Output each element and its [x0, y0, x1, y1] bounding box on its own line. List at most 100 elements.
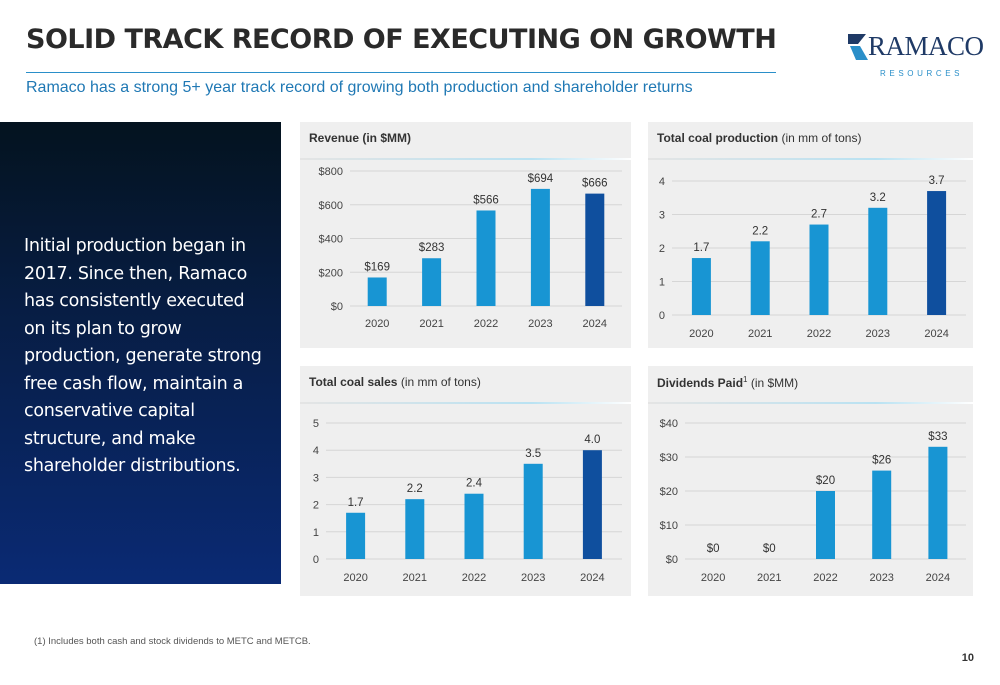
bar-2020: [367, 277, 387, 306]
logo-subtext: RESOURCES: [880, 69, 964, 78]
bar-2022: [464, 493, 484, 559]
data-label: 3.5: [525, 448, 541, 460]
page-title: SOLID TRACK RECORD OF EXECUTING ON GROWT…: [26, 24, 777, 55]
y-tick-label: 1: [659, 277, 665, 289]
data-label: $33: [928, 431, 947, 443]
x-tick-label: 2021: [757, 572, 781, 584]
data-label: $0: [763, 543, 776, 555]
bar-2023: [523, 463, 543, 559]
x-tick-label: 2022: [807, 328, 831, 340]
chart-title-rule: [648, 158, 973, 160]
x-tick-label: 2023: [528, 318, 552, 330]
x-tick-label: 2021: [403, 572, 427, 584]
bar-2023: [530, 188, 550, 306]
production-chart-panel: Total coal production (in mm of tons) 0 1…: [648, 122, 973, 348]
data-label: $566: [473, 194, 499, 206]
x-tick-label: 2024: [580, 572, 604, 584]
chart-title: Revenue (in $MM): [309, 131, 412, 145]
revenue-chart-panel: Revenue (in $MM) $0 $200 $400 $600 $800 $169 2…: [300, 122, 631, 348]
y-tick-label: 2: [313, 500, 319, 512]
bar-2022: [816, 491, 835, 559]
bar-2022: [476, 210, 496, 306]
data-label: 3.2: [870, 192, 886, 204]
bar-2020: [346, 512, 366, 559]
y-tick-label: 2: [659, 243, 665, 255]
y-tick-label: $30: [660, 452, 678, 464]
data-label: 4.0: [584, 434, 600, 446]
x-tick-label: 2020: [365, 318, 389, 330]
logo-mark-icon: [848, 34, 868, 60]
y-tick-label: $0: [331, 301, 343, 313]
x-tick-label: 2022: [813, 572, 837, 584]
y-tick-label: $10: [660, 520, 678, 532]
ramaco-logo: RAMACO RESOURCES: [846, 28, 984, 84]
bar-2024: [927, 191, 947, 315]
y-tick-label: $400: [319, 234, 343, 246]
bar-2024: [582, 450, 602, 559]
dividends-chart-panel: Dividends Paid1 (in $MM) $0 $10 $20 $30 $40 $…: [648, 366, 973, 596]
summary-text: Initial production began in 2017. Since …: [24, 236, 262, 476]
data-label: $20: [816, 475, 835, 487]
chart-title-rule: [300, 158, 631, 160]
x-tick-label: 2020: [701, 572, 725, 584]
data-label: $0: [707, 543, 720, 555]
bar-2021: [750, 241, 770, 315]
bar-2024: [585, 193, 605, 306]
y-tick-label: 3: [313, 472, 319, 484]
y-tick-label: $20: [660, 486, 678, 498]
y-tick-label: 0: [659, 310, 665, 322]
y-tick-label: 0: [313, 554, 319, 566]
x-tick-label: 2020: [689, 328, 713, 340]
chart-title-rule: [300, 402, 631, 404]
chart-title: Dividends Paid1 (in $MM): [657, 375, 799, 390]
revenue-chart: $0 $200 $400 $600 $800 $169 2020 $283 2021 $566 20…: [319, 166, 622, 330]
summary-panel: Initial production began in 2017. Since …: [0, 122, 281, 584]
data-label: 2.7: [811, 209, 827, 221]
sales-chart-panel: Total coal sales (in mm of tons) 0 1 2 3 4 5 1…: [300, 366, 631, 596]
bar-2022: [809, 224, 829, 315]
bar-2023: [868, 207, 888, 315]
y-tick-label: $40: [660, 418, 678, 430]
chart-title-rule: [648, 402, 973, 404]
y-tick-label: $600: [319, 200, 343, 212]
y-tick-label: 3: [659, 210, 665, 222]
chart-title: Total coal sales (in mm of tons): [309, 375, 481, 389]
x-tick-label: 2020: [343, 572, 367, 584]
data-label: 1.7: [693, 242, 709, 254]
bar-2023: [872, 470, 892, 559]
y-tick-label: 5: [313, 418, 319, 430]
page-subtitle: Ramaco has a strong 5+ year track record…: [26, 79, 693, 96]
sales-chart: 0 1 2 3 4 5 1.7 2020 2.2 2021 2.4 2022 3.5 2023 4.0 202…: [313, 418, 622, 584]
production-chart: 0 1 2 3 4 1.7 2020 2.2 2021 2.7 2022 3.2 2023 3.7 2024: [659, 175, 966, 340]
x-tick-label: 2023: [866, 328, 890, 340]
x-tick-label: 2023: [521, 572, 545, 584]
x-tick-label: 2024: [926, 572, 950, 584]
data-label: 1.7: [348, 497, 364, 509]
chart-title: Total coal production (in mm of tons): [657, 131, 862, 145]
bar-2021: [422, 258, 442, 306]
x-tick-label: 2022: [462, 572, 486, 584]
page-number: 10: [961, 652, 974, 664]
x-tick-label: 2022: [474, 318, 498, 330]
y-tick-label: $800: [319, 166, 343, 178]
data-label: $694: [528, 173, 554, 185]
data-label: 2.4: [466, 478, 483, 490]
x-tick-label: 2021: [419, 318, 443, 330]
data-label: 3.7: [929, 175, 945, 187]
y-tick-label: 4: [313, 445, 319, 457]
data-label: $169: [364, 261, 390, 273]
dividends-chart: $0 $10 $20 $30 $40 $0 2020 $0 2021 $20 2022 $26 2023…: [660, 418, 966, 584]
y-tick-label: 1: [313, 527, 319, 539]
x-tick-label: 2024: [583, 318, 607, 330]
data-label: $283: [419, 242, 445, 254]
y-tick-label: 4: [659, 176, 665, 188]
data-label: $26: [872, 455, 891, 467]
title-underline: [26, 72, 776, 73]
y-tick-label: $200: [319, 267, 343, 279]
bar-2020: [691, 258, 711, 315]
bar-2024: [928, 446, 948, 559]
footnote: (1) Includes both cash and stock dividen…: [34, 636, 311, 647]
y-tick-label: $0: [666, 554, 678, 566]
data-label: 2.2: [752, 225, 768, 237]
data-label: $666: [582, 178, 608, 190]
